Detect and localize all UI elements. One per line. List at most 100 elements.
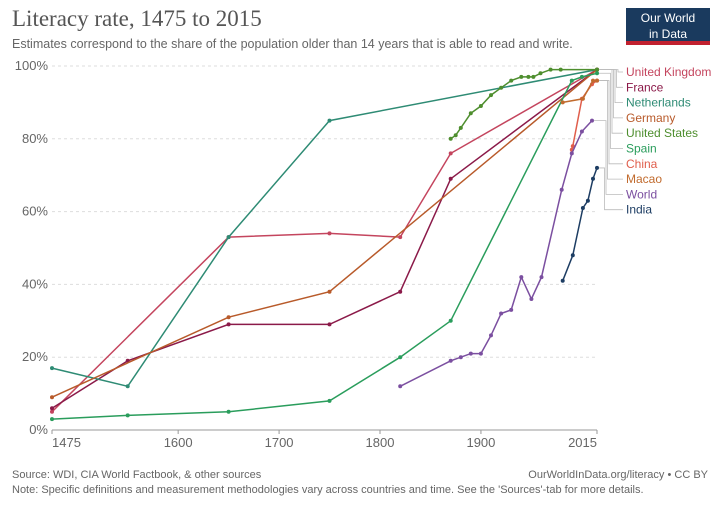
data-point-united-states[interactable] — [478, 104, 483, 108]
data-point-india[interactable] — [570, 253, 575, 258]
legend-label-germany[interactable]: Germany — [626, 111, 675, 125]
data-point-spain[interactable] — [226, 409, 231, 414]
data-point-world[interactable] — [468, 351, 473, 356]
data-point-united-states[interactable] — [458, 125, 463, 130]
legend-label-macao[interactable]: Macao — [626, 172, 662, 186]
data-point-world[interactable] — [569, 151, 574, 156]
series-china[interactable] — [569, 78, 599, 152]
data-point-world[interactable] — [499, 311, 504, 316]
data-point-world[interactable] — [489, 333, 493, 338]
data-point-spain[interactable] — [579, 74, 584, 79]
logo-line-1: Our World — [640, 11, 696, 25]
series-line-spain[interactable] — [51, 72, 598, 420]
series-spain[interactable] — [50, 71, 599, 422]
legend-label-spain[interactable]: Spain — [626, 142, 657, 156]
data-point-united-kingdom[interactable] — [398, 235, 403, 240]
series-macao[interactable] — [560, 78, 599, 105]
data-point-world[interactable] — [529, 297, 534, 301]
data-point-united-kingdom[interactable] — [448, 151, 453, 156]
data-point-united-states[interactable] — [453, 133, 458, 138]
data-point-united-states[interactable] — [538, 71, 543, 76]
series-line-germany[interactable] — [51, 69, 598, 398]
legend-label-united-states[interactable]: United States — [626, 126, 698, 140]
data-point-spain[interactable] — [50, 417, 54, 422]
legend-connector — [593, 120, 623, 195]
data-point-germany[interactable] — [226, 315, 231, 320]
data-point-united-states[interactable] — [526, 74, 531, 79]
y-tick-label: 20% — [22, 349, 48, 364]
legend-connector — [599, 80, 623, 165]
data-point-france[interactable] — [226, 322, 231, 327]
data-point-united-states[interactable] — [489, 93, 493, 98]
series-united-states[interactable] — [448, 67, 599, 141]
data-point-france[interactable] — [448, 176, 453, 181]
data-point-world[interactable] — [448, 358, 453, 363]
credit-link[interactable]: OurWorldInData.org/literacy • CC BY — [528, 469, 708, 481]
data-point-india[interactable] — [585, 198, 590, 203]
x-tick-label: 1700 — [265, 435, 294, 450]
legend-label-world[interactable]: World — [626, 187, 657, 201]
data-point-world[interactable] — [579, 129, 584, 134]
data-point-netherlands[interactable] — [327, 118, 332, 123]
series-united-kingdom[interactable] — [50, 67, 599, 414]
data-point-spain[interactable] — [569, 78, 574, 83]
data-point-spain[interactable] — [448, 318, 453, 323]
data-point-united-states[interactable] — [595, 67, 599, 72]
data-point-united-states[interactable] — [531, 74, 536, 79]
data-point-macao[interactable] — [591, 78, 595, 83]
data-point-netherlands[interactable] — [226, 235, 231, 240]
data-point-france[interactable] — [50, 406, 54, 411]
data-point-united-states[interactable] — [499, 85, 504, 90]
data-point-world[interactable] — [559, 187, 564, 192]
legend-connector — [599, 72, 623, 149]
data-point-united-states[interactable] — [448, 136, 453, 141]
data-point-macao[interactable] — [580, 96, 585, 101]
data-point-macao[interactable] — [595, 78, 599, 83]
data-point-india[interactable] — [595, 165, 599, 170]
data-point-india[interactable] — [591, 176, 595, 181]
series-india[interactable] — [560, 165, 599, 283]
data-point-united-states[interactable] — [558, 67, 563, 72]
data-point-united-states[interactable] — [548, 67, 553, 72]
data-point-world[interactable] — [478, 351, 483, 356]
data-point-germany[interactable] — [50, 395, 54, 400]
data-point-united-kingdom[interactable] — [50, 409, 54, 414]
data-point-france[interactable] — [398, 289, 403, 294]
data-point-world[interactable] — [398, 384, 403, 389]
data-point-united-states[interactable] — [509, 78, 514, 83]
data-point-germany[interactable] — [327, 289, 332, 294]
data-point-united-kingdom[interactable] — [327, 231, 332, 236]
legend-label-india[interactable]: India — [626, 203, 652, 217]
legend-label-france[interactable]: France — [626, 80, 664, 94]
legend-label-china[interactable]: China — [626, 157, 658, 171]
data-point-macao[interactable] — [560, 100, 565, 105]
owid-logo[interactable]: Our World in Data — [626, 8, 710, 45]
legend-label-netherlands[interactable]: Netherlands — [626, 96, 691, 110]
data-point-india[interactable] — [580, 206, 585, 210]
data-point-world[interactable] — [509, 307, 514, 312]
series-line-world[interactable] — [399, 120, 593, 387]
data-point-spain[interactable] — [327, 398, 332, 403]
data-point-world[interactable] — [519, 275, 524, 280]
data-point-world[interactable] — [539, 275, 544, 280]
methodology-note: Note: Specific definitions and measureme… — [12, 484, 644, 496]
series-line-india[interactable] — [562, 167, 598, 282]
data-point-india[interactable] — [560, 278, 565, 283]
data-point-netherlands[interactable] — [125, 384, 130, 389]
data-point-france[interactable] — [327, 322, 332, 327]
series-world[interactable] — [398, 118, 594, 389]
data-point-spain[interactable] — [595, 71, 599, 76]
legend-label-united-kingdom[interactable]: United Kingdom — [626, 65, 711, 79]
series-france[interactable] — [50, 67, 599, 411]
data-point-netherlands[interactable] — [50, 366, 54, 371]
x-axis: 1475 1600 1700 1800 1900 2015 — [51, 429, 598, 450]
data-point-united-states[interactable] — [468, 111, 473, 116]
data-point-china[interactable] — [570, 144, 575, 149]
data-point-spain[interactable] — [125, 413, 130, 418]
data-point-world[interactable] — [458, 355, 463, 360]
data-point-spain[interactable] — [398, 355, 403, 360]
data-point-world[interactable] — [590, 118, 594, 123]
data-point-united-states[interactable] — [519, 74, 524, 79]
series-line-china[interactable] — [571, 79, 598, 150]
series-line-united-kingdom[interactable] — [51, 68, 598, 413]
